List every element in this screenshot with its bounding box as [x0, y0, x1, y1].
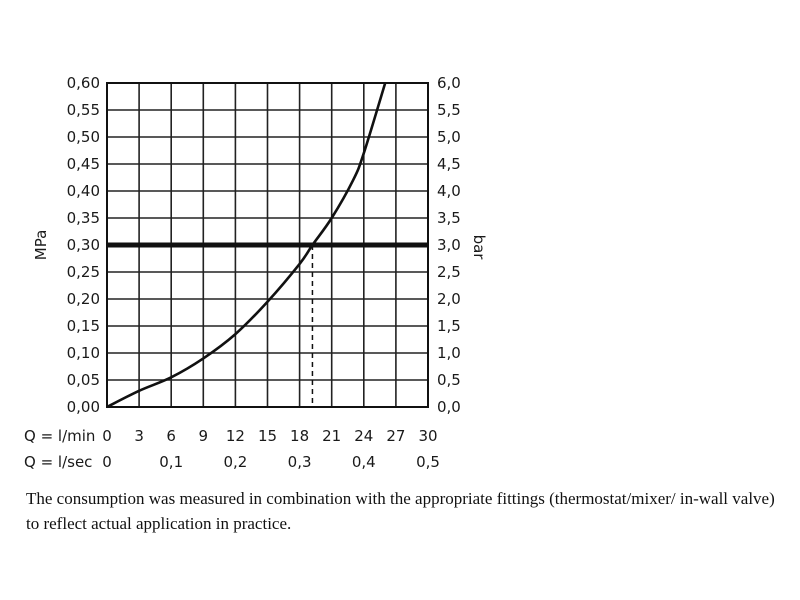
y-tick-label-right: 2,5 [437, 263, 461, 281]
y-tick-label-left: 0,35 [67, 209, 100, 227]
y-tick-label-left: 0,00 [67, 398, 100, 416]
x-tick-label-lmin: 3 [134, 427, 144, 445]
x-tick-label-lmin: 0 [102, 427, 112, 445]
x-axis-label-lmin: Q = l/min [24, 427, 95, 445]
y-tick-label-left: 0,20 [67, 290, 100, 308]
x-tick-label-lmin: 12 [226, 427, 245, 445]
series-curve-group [106, 82, 387, 409]
y-tick-label-left: 0,10 [67, 344, 100, 362]
y-tick-label-right: 3,0 [437, 236, 461, 254]
y-tick-label-left: 0,50 [67, 128, 100, 146]
x-tick-label-lmin: 21 [322, 427, 341, 445]
y-tick-label-right: 0,5 [437, 371, 461, 389]
x-tick-label-lsec: 0,4 [352, 453, 376, 471]
x-tick-label-lmin: 30 [418, 427, 437, 445]
x-tick-label-lsec: 0,3 [288, 453, 312, 471]
y-tick-label-left: 0,40 [67, 182, 100, 200]
y-tick-label-right: 5,5 [437, 101, 461, 119]
y-tick-label-right: 1,0 [437, 344, 461, 362]
x-tick-label-lsec: 0 [102, 453, 112, 471]
y-tick-label-right: 1,5 [437, 317, 461, 335]
x-tick-label-lmin: 18 [290, 427, 309, 445]
y-tick-label-left: 0,05 [67, 371, 100, 389]
x-tick-label-lsec: 0,5 [416, 453, 440, 471]
chart-caption: The consumption was measured in combinat… [26, 489, 775, 533]
y-tick-label-left: 0,25 [67, 263, 100, 281]
y-tick-label-right: 2,0 [437, 290, 461, 308]
series-line [106, 82, 387, 409]
y-tick-label-right: 4,0 [437, 182, 461, 200]
x-tick-label-lmin: 15 [258, 427, 277, 445]
reference-line-group [107, 242, 428, 407]
y-tick-label-right: 5,0 [437, 128, 461, 146]
y-axis-label-right: bar [470, 235, 488, 261]
x-tick-label-lsec: 0,1 [159, 453, 183, 471]
y-tick-label-left: 0,45 [67, 155, 100, 173]
y-tick-label-right: 3,5 [437, 209, 461, 227]
y-axis-label-left: MPa [32, 230, 50, 261]
x-tick-label-lmin: 6 [166, 427, 176, 445]
plot-frame [106, 82, 429, 408]
y-tick-label-left: 0,15 [67, 317, 100, 335]
tick-labels: 0,000,050,100,150,200,250,300,350,400,45… [24, 74, 488, 471]
plot-border [106, 82, 429, 408]
x-tick-label-lmin: 27 [386, 427, 405, 445]
x-tick-label-lmin: 9 [199, 427, 209, 445]
pressure-flow-chart: 0,000,050,100,150,200,250,300,350,400,45… [24, 74, 488, 471]
y-tick-label-left: 0,30 [67, 236, 100, 254]
y-tick-label-right: 0,0 [437, 398, 461, 416]
y-tick-label-right: 6,0 [437, 74, 461, 92]
x-axis-label-lsec: Q = l/sec [24, 453, 92, 471]
y-tick-label-left: 0,55 [67, 101, 100, 119]
y-tick-label-right: 4,5 [437, 155, 461, 173]
x-tick-label-lsec: 0,2 [223, 453, 247, 471]
y-tick-label-left: 0,60 [67, 74, 100, 92]
x-tick-label-lmin: 24 [354, 427, 373, 445]
